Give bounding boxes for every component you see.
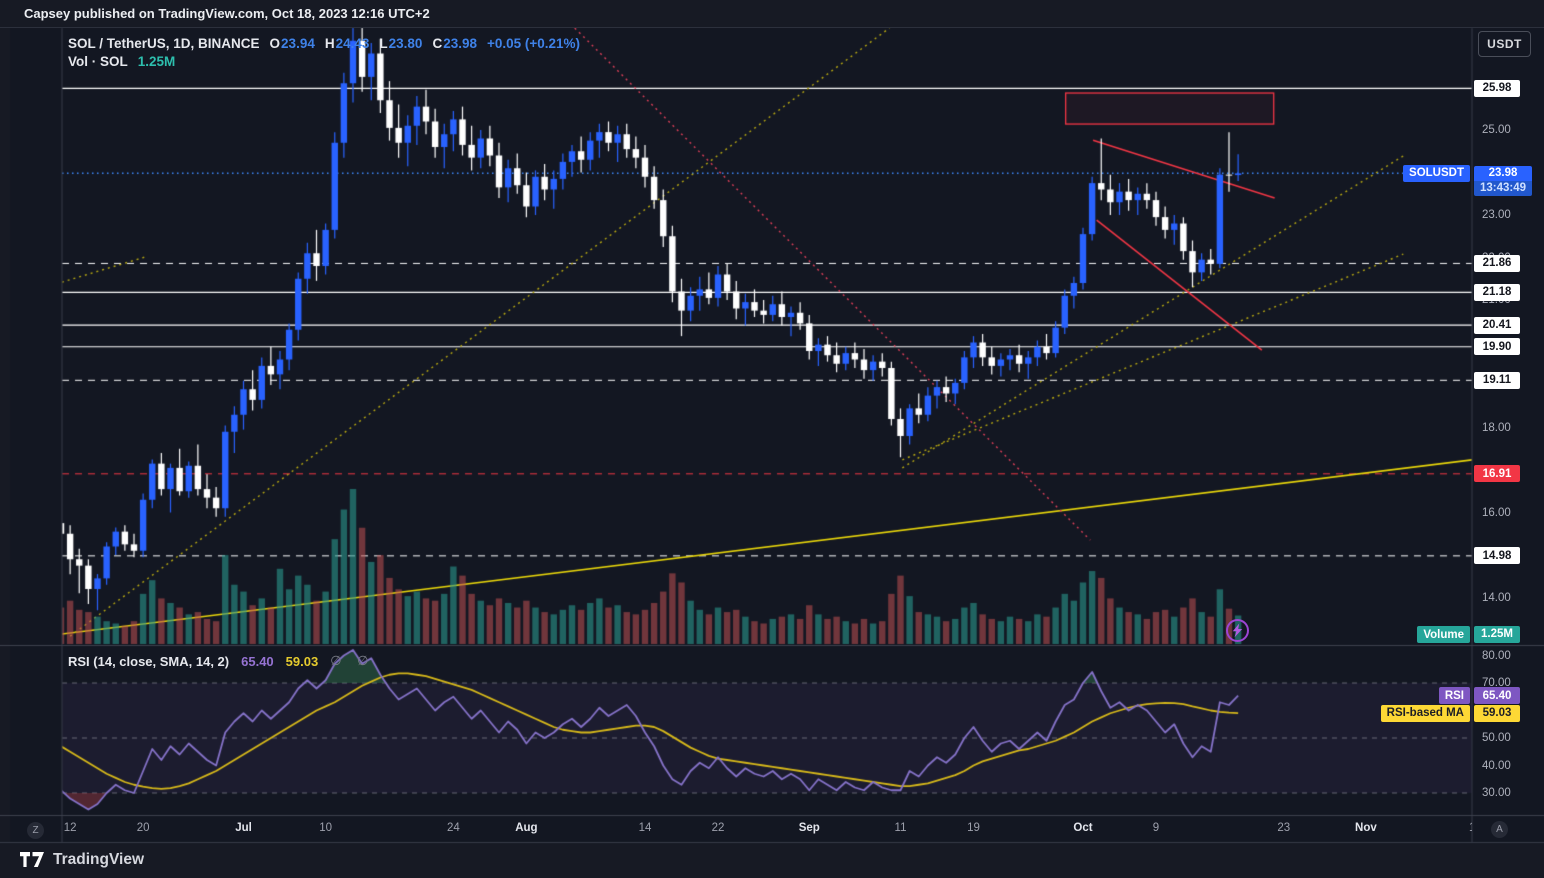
time-tick-20: 20 xyxy=(136,822,150,834)
rsi-legend[interactable]: RSI (14, close, SMA, 14, 2) 65.40 59.03 … xyxy=(68,653,374,669)
price-level-label-19.11: 19.11 xyxy=(1474,371,1520,389)
rsi-tick-30.00: 30.00 xyxy=(1482,787,1511,799)
rsi-tick-50.00: 50.00 xyxy=(1482,732,1511,744)
currency-toggle-button[interactable]: USDT xyxy=(1478,31,1531,57)
price-tick-25.00: 25.00 xyxy=(1482,124,1511,136)
time-tick-22: 22 xyxy=(711,822,725,834)
timezone-button[interactable]: Z xyxy=(27,822,44,839)
price-tick-14.00: 14.00 xyxy=(1482,591,1511,604)
flash-icon[interactable] xyxy=(1226,619,1249,642)
low-label: L xyxy=(379,36,388,51)
time-tick-11: 11 xyxy=(894,822,907,834)
time-tick-Oct: Oct xyxy=(1073,822,1093,834)
rsi-tick-80.00: 80.00 xyxy=(1482,649,1511,662)
symbol-legend[interactable]: SOL / TetherUS, 1D, BINANCE O 23.94 H 24.4… xyxy=(68,35,580,71)
volume-marker-label: Volume xyxy=(1417,626,1470,643)
change-value: +0.05 (+0.21%) xyxy=(486,36,581,51)
currency-label: USDT xyxy=(1487,37,1522,51)
time-tick-Jul: Jul xyxy=(235,822,252,834)
time-tick-23: 23 xyxy=(1277,822,1291,834)
price-tick-18.00: 18.00 xyxy=(1482,421,1511,434)
open-value: 23.94 xyxy=(281,36,315,51)
volume-legend-value: 1.25M xyxy=(137,54,176,69)
time-tick-14: 14 xyxy=(638,822,652,834)
time-tick-Sep: Sep xyxy=(798,822,820,834)
price-level-label-20.41: 20.41 xyxy=(1474,316,1520,334)
tradingview-logo-icon xyxy=(20,852,44,867)
tradingview-brand-text: TradingView xyxy=(53,851,145,868)
time-tick-13: 13 xyxy=(1469,822,1472,834)
current-price-value: 23.98 xyxy=(1474,165,1532,181)
price-level-label-19.90: 19.90 xyxy=(1474,338,1520,356)
auto-scale-button[interactable]: A xyxy=(1491,821,1508,838)
high-label: H xyxy=(324,36,335,51)
published-line: Capsey published on TradingView.com, Oct… xyxy=(24,6,430,21)
close-value: 23.98 xyxy=(443,36,477,51)
rsi-title[interactable]: RSI (14, close, SMA, 14, 2) xyxy=(68,653,230,669)
rsi-axis-value-65.40: 65.40 xyxy=(1474,687,1520,705)
volume-value-label: 1.25M xyxy=(1474,625,1520,643)
publish-header: Capsey published on TradingView.com, Oct… xyxy=(0,0,1544,28)
price-level-label-21.86: 21.86 xyxy=(1474,254,1520,272)
lightning-bolt-icon xyxy=(1232,623,1243,638)
time-axis[interactable]: 12 20 Jul 10 24 Aug 14 22 Sep 11 19 Oct 9 23 Nov 13 xyxy=(0,816,1472,842)
price-level-label-16.91: 16.91 xyxy=(1474,465,1520,483)
time-tick-9: 9 xyxy=(1152,822,1160,834)
current-price-label: 23.98 13:43:49 xyxy=(1474,165,1532,196)
rsi-tick-70.00: 70.00 xyxy=(1482,677,1511,689)
time-tick-Aug: Aug xyxy=(515,822,538,834)
price-tick-16.00: 16.00 xyxy=(1482,506,1511,519)
time-tick-12: 12 xyxy=(63,822,77,834)
price-level-label-25.98: 25.98 xyxy=(1474,79,1520,97)
bar-countdown: 13:43:49 xyxy=(1474,180,1532,196)
open-label: O xyxy=(269,36,281,51)
time-tick-Nov: Nov xyxy=(1355,822,1377,834)
auto-scale-label: A xyxy=(1496,824,1503,835)
symbol-title[interactable]: SOL / TetherUS, 1D, BINANCE xyxy=(68,36,260,51)
high-value: 24.43 xyxy=(335,36,370,51)
rsi-marker-label: RSI xyxy=(1438,687,1470,705)
rsi-axis-value-59.03: 59.03 xyxy=(1474,704,1520,722)
rsi-tick-40.00: 40.00 xyxy=(1482,759,1511,772)
price-level-label-21.18: 21.18 xyxy=(1474,283,1520,301)
time-tick-10: 10 xyxy=(319,822,333,834)
tradingview-branding[interactable]: TradingView xyxy=(20,851,144,869)
rsi-empty-slots: ∅ ∅ xyxy=(330,653,375,668)
symbol-marker-label: SOLUSDT xyxy=(1403,164,1470,182)
price-axis[interactable]: 25.0023.0022.0021.0018.0016.0014.0080.00… xyxy=(1472,28,1544,842)
price-level-label-14.98: 14.98 xyxy=(1474,547,1520,565)
rsi-ma-value: 59.03 xyxy=(285,653,319,669)
rsi-value: 65.40 xyxy=(241,653,274,669)
timezone-label: Z xyxy=(32,825,39,836)
time-tick-19: 19 xyxy=(967,822,980,834)
price-tick-23.00: 23.00 xyxy=(1482,209,1511,221)
volume-legend-label[interactable]: Vol · SOL xyxy=(68,54,128,69)
rsi-ma-marker-label: RSI-based MA xyxy=(1380,704,1470,722)
close-label: C xyxy=(432,36,443,51)
low-value: 23.80 xyxy=(388,36,423,51)
time-tick-24: 24 xyxy=(446,822,460,834)
